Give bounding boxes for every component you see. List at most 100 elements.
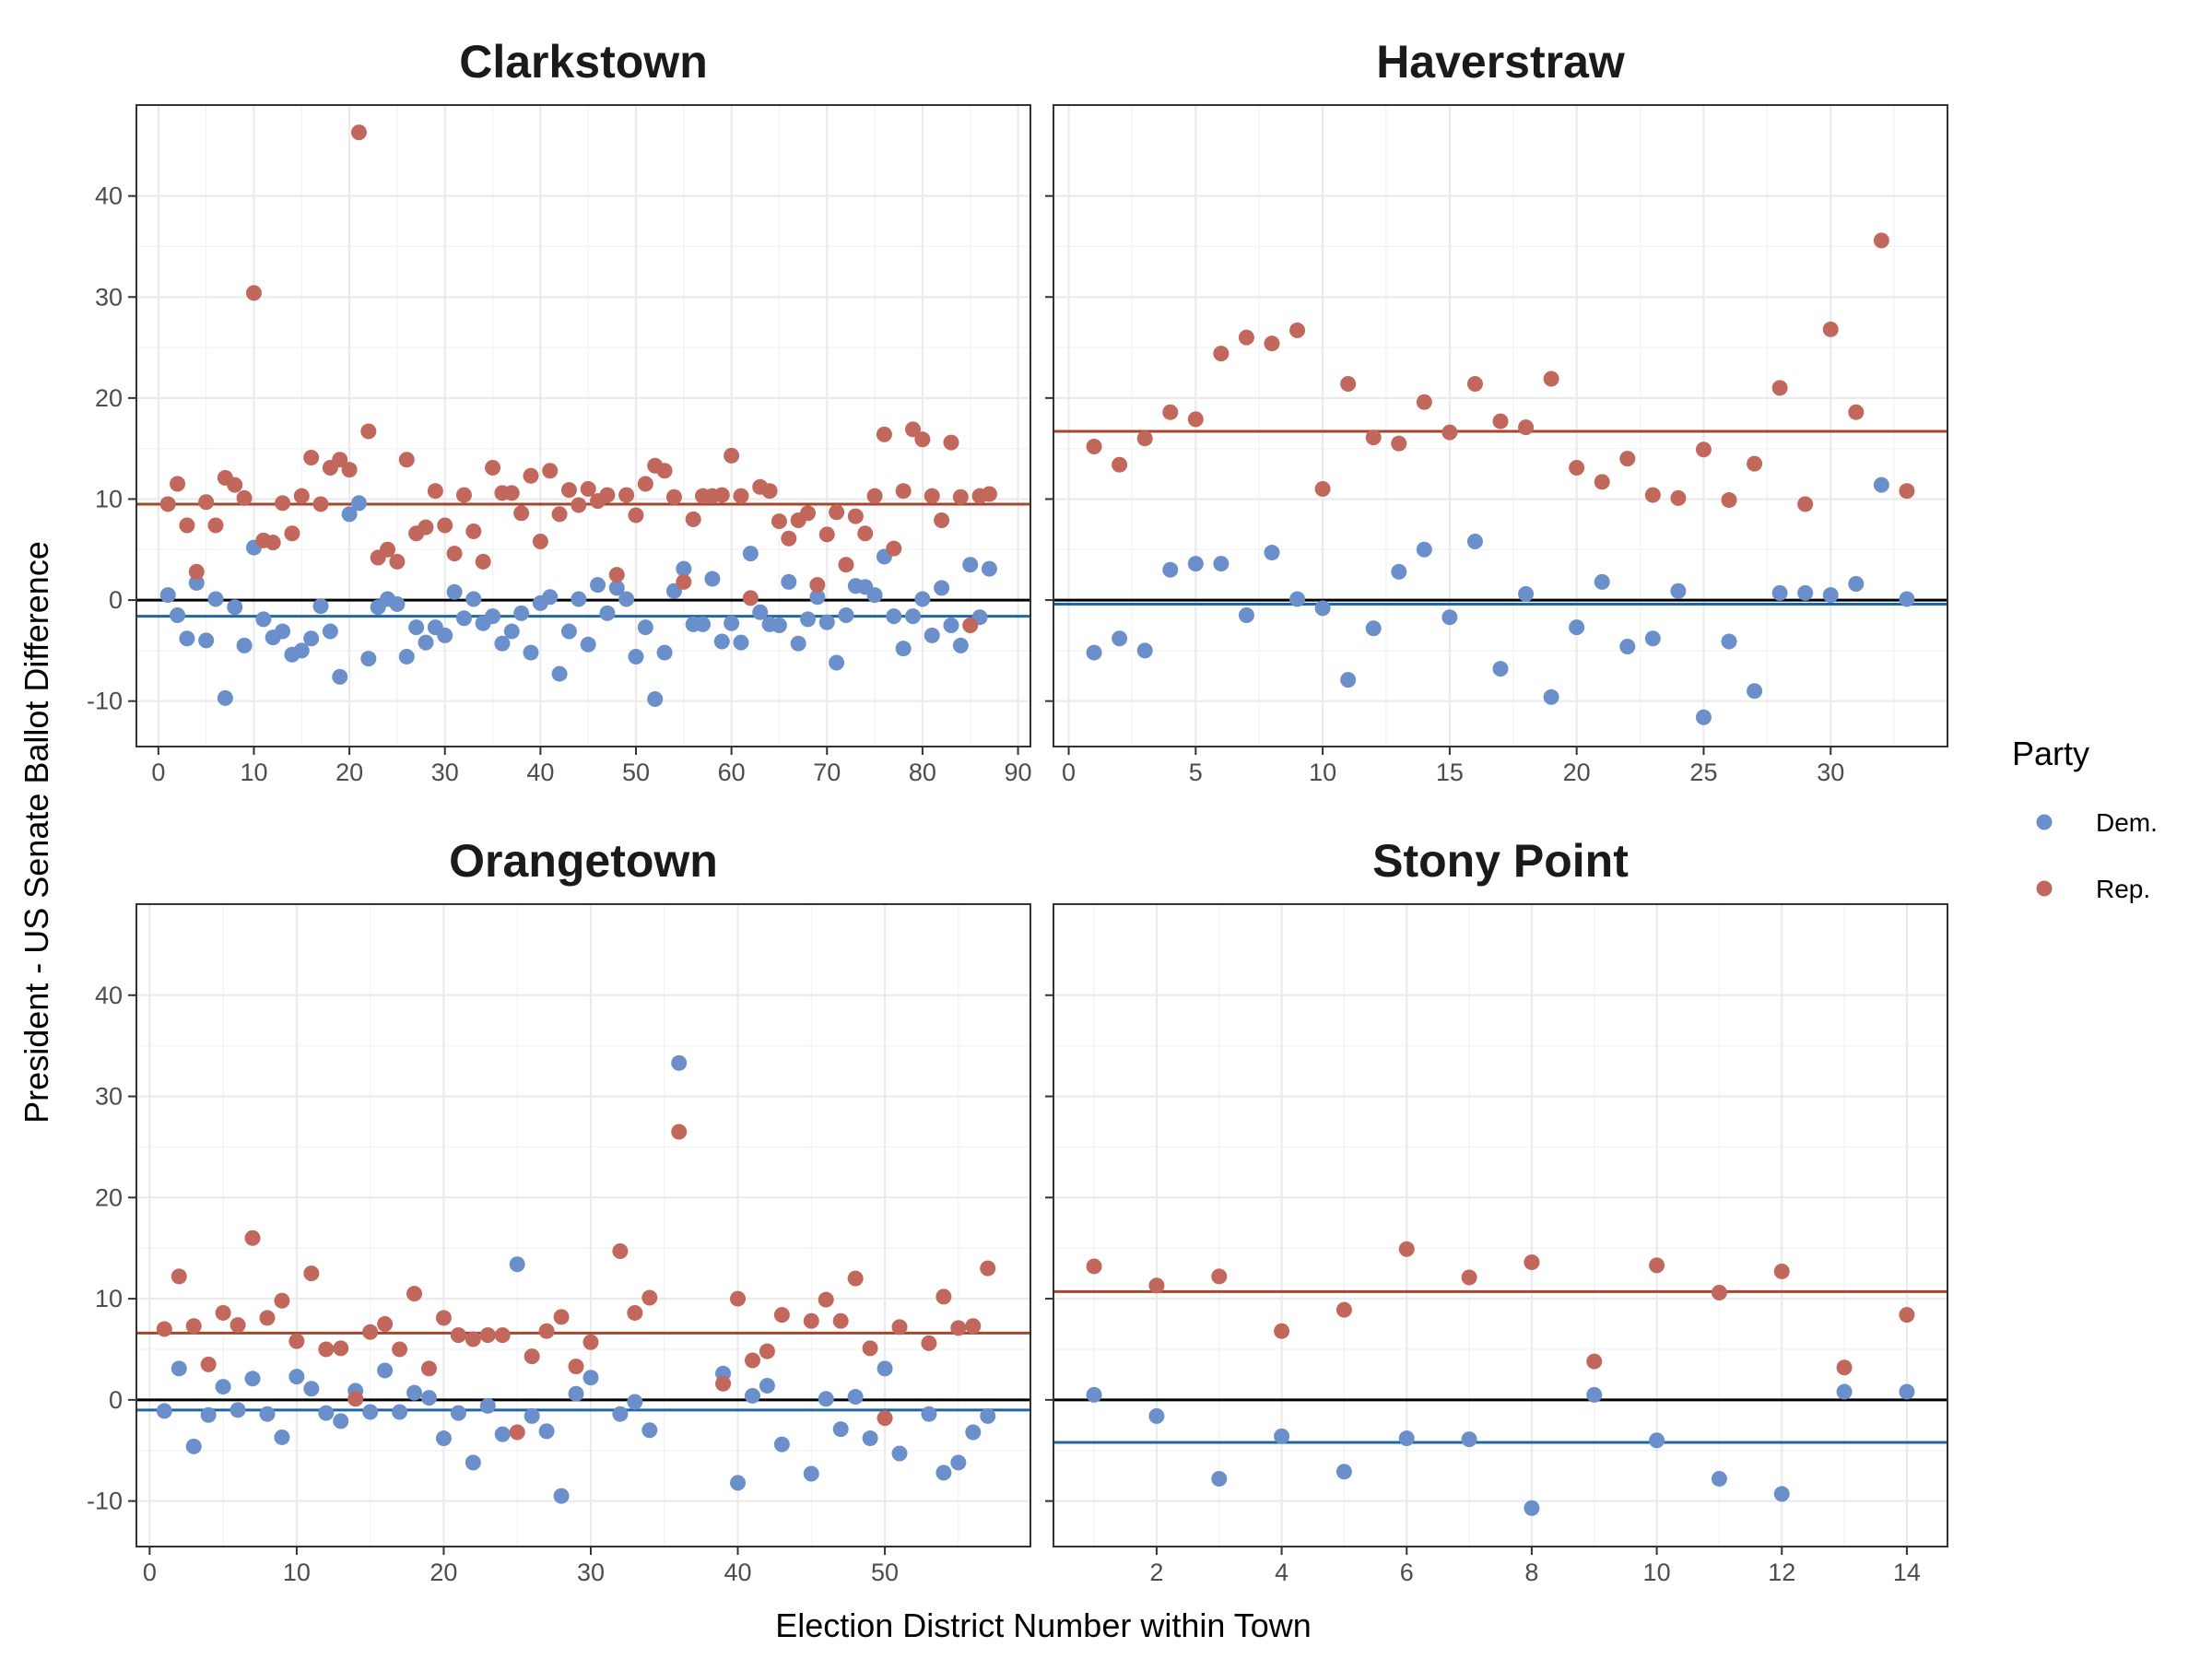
x-tick-label: 10: [240, 759, 267, 786]
rep-point: [341, 462, 358, 478]
dem-point: [553, 1488, 570, 1504]
rep-point: [580, 481, 596, 498]
rep-point: [943, 434, 959, 451]
rep-point: [1461, 1269, 1477, 1286]
rep-point: [914, 431, 931, 448]
dem-point: [866, 587, 883, 604]
dem-point: [332, 668, 348, 685]
dem-point: [847, 1389, 864, 1406]
dem-point: [437, 627, 453, 643]
dem-point: [924, 627, 940, 643]
dem-point: [542, 589, 559, 606]
rep-point: [980, 1260, 996, 1277]
dem-point: [1238, 607, 1254, 624]
rep-point: [627, 1304, 643, 1321]
dem-point: [773, 1436, 790, 1453]
dem-point: [1264, 545, 1280, 561]
rep-point: [744, 1352, 760, 1369]
dem-point: [170, 607, 186, 624]
rep-point: [713, 487, 730, 503]
rep-point: [303, 1265, 320, 1282]
dem-point: [1162, 561, 1179, 578]
rep-point: [886, 540, 902, 557]
dem-point: [1391, 563, 1407, 580]
rep-point: [857, 525, 874, 542]
dem-point: [1848, 576, 1865, 593]
rep-point: [1148, 1277, 1165, 1294]
dem-point: [641, 1422, 658, 1439]
x-tick-label: 30: [431, 759, 459, 786]
dem-point: [420, 1390, 437, 1406]
dem-point: [713, 633, 730, 650]
rep-point: [188, 563, 205, 580]
rep-point: [1649, 1257, 1665, 1274]
rep-point: [494, 1327, 511, 1344]
dem-point: [829, 654, 845, 671]
rep-point: [829, 504, 845, 521]
dem-point: [207, 591, 224, 607]
dem-point: [322, 623, 338, 640]
x-tick-label: 50: [871, 1559, 899, 1586]
rep-point: [730, 1290, 747, 1307]
x-tick-label: 20: [429, 1559, 457, 1586]
dem-point: [188, 574, 205, 591]
dem-point: [377, 1362, 394, 1379]
rep-point: [1136, 430, 1153, 447]
dem-point: [341, 506, 358, 523]
rep-point: [1711, 1284, 1727, 1300]
rep-point: [895, 483, 912, 500]
rep-point: [1594, 474, 1610, 490]
legend-key-rep: [2036, 880, 2053, 897]
rep-point: [637, 476, 653, 492]
rep-point: [618, 487, 635, 503]
rep-point: [905, 421, 922, 438]
dem-point: [752, 604, 769, 620]
rep-point: [551, 506, 568, 523]
dem-point: [877, 1360, 893, 1377]
dem-point: [1711, 1470, 1727, 1487]
rep-point: [935, 1288, 952, 1305]
rep-point: [179, 517, 195, 534]
y-tick-label: 40: [95, 182, 123, 210]
x-tick-label: 10: [1309, 759, 1336, 786]
dem-point: [362, 1404, 379, 1420]
panel-border: [135, 903, 1031, 1547]
rep-point: [1586, 1353, 1603, 1370]
dem-point: [952, 637, 969, 653]
dem-point: [628, 648, 644, 665]
rep-point: [1644, 487, 1661, 503]
rep-point: [274, 1292, 290, 1309]
dem-point: [862, 1430, 878, 1447]
x-tick-label: 50: [622, 759, 650, 786]
dem-point: [1466, 533, 1483, 549]
dem-point: [934, 580, 950, 596]
rep-point: [962, 617, 979, 633]
dem-point: [647, 690, 664, 707]
rep-point: [924, 488, 940, 504]
dem-point: [303, 630, 320, 647]
rep-point: [418, 519, 434, 535]
dem-point: [1274, 1428, 1290, 1444]
x-tick-label: 0: [151, 759, 165, 786]
rep-point: [1398, 1241, 1415, 1257]
x-tick-label: 40: [526, 759, 554, 786]
rep-point: [1086, 1258, 1102, 1275]
dem-point: [612, 1406, 629, 1422]
x-tick-label: 30: [1817, 759, 1844, 786]
rep-point: [628, 507, 644, 524]
x-tick-label: 0: [143, 1559, 157, 1586]
rep-point: [542, 463, 559, 479]
y-tick-label: -10: [87, 1488, 123, 1515]
rep-point: [1211, 1268, 1228, 1285]
rep-point: [318, 1341, 335, 1358]
rep-point: [465, 1331, 481, 1347]
dem-point: [1771, 584, 1788, 601]
dem-point: [1773, 1486, 1790, 1502]
dem-point: [1873, 477, 1889, 493]
dem-point: [333, 1413, 349, 1430]
dem-point: [494, 635, 511, 652]
x-tick-label: 2: [1149, 1559, 1163, 1586]
panel-title: Haverstraw: [1376, 36, 1625, 88]
rep-point: [475, 553, 491, 570]
dem-point: [350, 495, 367, 512]
